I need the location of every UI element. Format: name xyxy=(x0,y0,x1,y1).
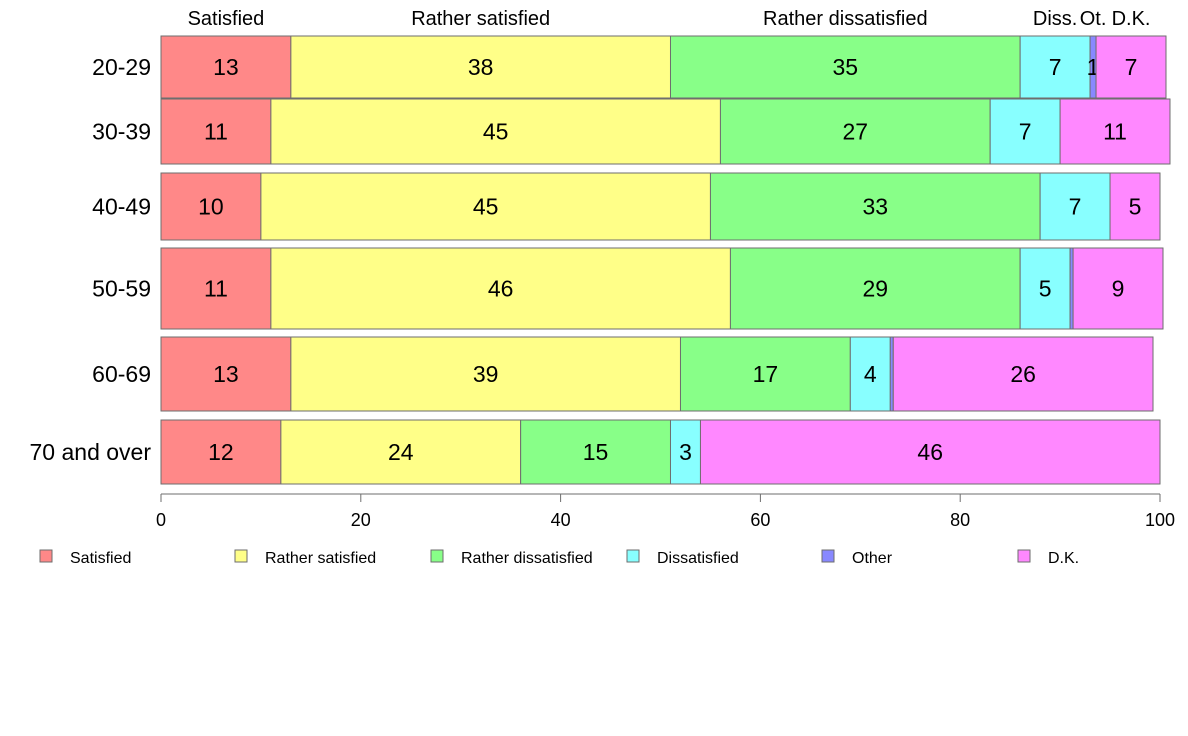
data-label-rather-satisfied-60-69: 39 xyxy=(473,361,499,387)
category-label-40-49: 40-49 xyxy=(92,194,151,220)
bar-segment-d-k-40-49 xyxy=(1109,172,1161,241)
bar-segment-d-k-20-29 xyxy=(1095,35,1167,99)
data-label-rather-dissatisfied-70-and-over: 15 xyxy=(583,439,609,465)
bar-segment-d-k-30-39 xyxy=(1059,98,1171,165)
data-label-dissatisfied-50-59: 5 xyxy=(1039,276,1052,302)
x-tick-label-0: 0 xyxy=(156,510,166,530)
bar-segment-satisfied-20-29 xyxy=(160,35,292,99)
data-label-satisfied-70-and-over: 12 xyxy=(208,439,234,465)
top-label-rather-satisfied: Rather satisfied xyxy=(411,8,550,30)
data-label-dissatisfied-70-and-over: 3 xyxy=(679,439,692,465)
data-label-rather-dissatisfied-30-39: 27 xyxy=(843,119,869,145)
bar-segment-d-k-70-and-over xyxy=(699,419,1161,485)
bar-segment-satisfied-70-and-over xyxy=(160,419,282,485)
legend-swatch-other xyxy=(821,549,835,563)
legend-label-other: Other xyxy=(852,550,893,567)
bar-segment-rather-satisfied-50-59 xyxy=(270,247,731,330)
data-label-rather-dissatisfied-60-69: 17 xyxy=(753,361,779,387)
bar-segment-rather-dissatisfied-40-49 xyxy=(709,172,1041,241)
data-label-rather-satisfied-50-59: 46 xyxy=(488,276,514,302)
bar-segment-rather-satisfied-40-49 xyxy=(260,172,711,241)
bar-segment-satisfied-60-69 xyxy=(160,336,292,412)
data-label-rather-satisfied-20-29: 38 xyxy=(468,54,494,80)
bar-segment-dissatisfied-20-29 xyxy=(1019,35,1091,99)
data-label-d-k-60-69: 26 xyxy=(1010,361,1036,387)
bar-segment-satisfied-40-49 xyxy=(160,172,262,241)
legend-swatch-dissatisfied xyxy=(626,549,640,563)
category-label-30-39: 30-39 xyxy=(92,119,151,145)
legend-label-rather-satisfied: Rather satisfied xyxy=(265,550,376,567)
x-tick-label-60: 60 xyxy=(750,510,770,530)
legend-swatch-rather-satisfied xyxy=(234,549,248,563)
data-label-rather-satisfied-40-49: 45 xyxy=(473,194,499,220)
data-label-satisfied-50-59: 11 xyxy=(204,276,228,302)
top-label-satisfied: Satisfied xyxy=(188,8,265,30)
legend-swatch-rather-dissatisfied xyxy=(430,549,444,563)
data-label-satisfied-20-29: 13 xyxy=(213,54,239,80)
category-label-60-69: 60-69 xyxy=(92,361,151,387)
bar-segment-satisfied-50-59 xyxy=(160,247,272,330)
x-tick-label-100: 100 xyxy=(1145,510,1175,530)
legend-label-satisfied: Satisfied xyxy=(70,550,131,567)
data-label-satisfied-30-39: 11 xyxy=(204,119,228,145)
bar-segment-dissatisfied-30-39 xyxy=(989,98,1061,165)
data-label-d-k-30-39: 11 xyxy=(1103,119,1127,145)
data-label-dissatisfied-20-29: 7 xyxy=(1049,54,1062,80)
data-label-satisfied-60-69: 13 xyxy=(213,361,239,387)
bar-segment-rather-satisfied-70-and-over xyxy=(280,419,522,485)
x-tick-label-80: 80 xyxy=(950,510,970,530)
legend-label-d-k: D.K. xyxy=(1048,550,1079,567)
top-label-d-k: D.K. xyxy=(1112,8,1151,30)
data-label-satisfied-40-49: 10 xyxy=(198,194,224,220)
top-label-other: Ot. xyxy=(1080,8,1107,30)
data-label-rather-satisfied-70-and-over: 24 xyxy=(388,439,414,465)
data-label-rather-satisfied-30-39: 45 xyxy=(483,119,509,145)
bar-segment-rather-satisfied-30-39 xyxy=(270,98,721,165)
bar-segment-rather-dissatisfied-70-and-over xyxy=(520,419,671,485)
bar-segment-d-k-60-69 xyxy=(892,336,1154,412)
bar-segment-rather-satisfied-20-29 xyxy=(290,35,671,99)
data-label-d-k-20-29: 7 xyxy=(1125,54,1138,80)
category-label-20-29: 20-29 xyxy=(92,54,151,80)
top-label-dissatisfied: Diss. xyxy=(1033,8,1077,30)
data-label-rather-dissatisfied-40-49: 33 xyxy=(862,194,888,220)
bar-segment-rather-satisfied-60-69 xyxy=(290,336,681,412)
bar-segment-rather-dissatisfied-20-29 xyxy=(669,35,1021,99)
data-label-d-k-50-59: 9 xyxy=(1112,276,1125,302)
category-label-50-59: 50-59 xyxy=(92,276,151,302)
data-label-dissatisfied-40-49: 7 xyxy=(1069,194,1082,220)
bar-segment-satisfied-30-39 xyxy=(160,98,272,165)
bar-segment-d-k-50-59 xyxy=(1072,247,1164,330)
top-label-rather-dissatisfied: Rather dissatisfied xyxy=(763,8,928,30)
legend-swatch-d-k xyxy=(1017,549,1031,563)
bar-segment-rather-dissatisfied-60-69 xyxy=(679,336,851,412)
data-label-dissatisfied-60-69: 4 xyxy=(864,361,877,387)
legend-label-rather-dissatisfied: Rather dissatisfied xyxy=(461,550,593,567)
x-tick-label-20: 20 xyxy=(351,510,371,530)
category-label-70-and-over: 70 and over xyxy=(30,439,152,465)
bar-segment-rather-dissatisfied-50-59 xyxy=(729,247,1021,330)
data-label-rather-dissatisfied-50-59: 29 xyxy=(862,276,888,302)
data-label-d-k-40-49: 5 xyxy=(1129,194,1142,220)
x-tick-label-40: 40 xyxy=(551,510,571,530)
bar-segment-rather-dissatisfied-30-39 xyxy=(719,98,991,165)
data-label-d-k-70-and-over: 46 xyxy=(917,439,943,465)
bar-segment-dissatisfied-40-49 xyxy=(1039,172,1111,241)
data-label-rather-dissatisfied-20-29: 35 xyxy=(833,54,859,80)
bar-segment-dissatisfied-60-69 xyxy=(849,336,891,412)
legend-swatch-satisfied xyxy=(39,549,53,563)
bar-segment-dissatisfied-50-59 xyxy=(1019,247,1071,330)
legend-label-dissatisfied: Dissatisfied xyxy=(657,550,739,567)
data-label-dissatisfied-30-39: 7 xyxy=(1019,119,1032,145)
